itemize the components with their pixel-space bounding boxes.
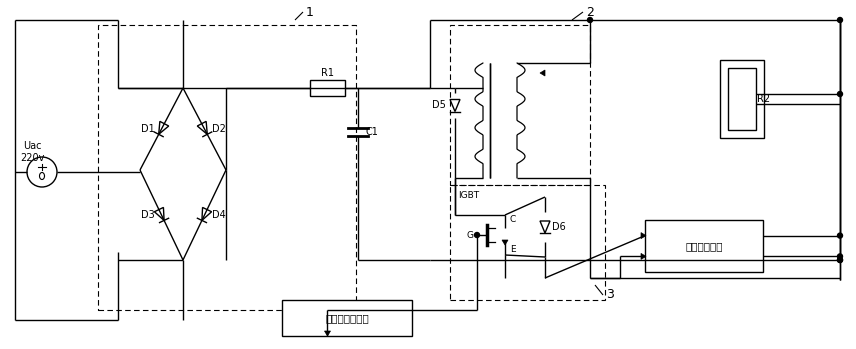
Polygon shape [641, 253, 646, 259]
Text: Uac
220v: Uac 220v [20, 141, 45, 163]
Circle shape [837, 91, 842, 97]
Bar [310, 80, 345, 96]
Bar [728, 68, 756, 130]
Polygon shape [154, 207, 164, 221]
Text: D3: D3 [140, 210, 154, 220]
Text: D6: D6 [552, 222, 566, 232]
Bar [450, 185, 605, 300]
Bar [282, 300, 412, 336]
Text: D1: D1 [140, 124, 154, 134]
Polygon shape [641, 232, 646, 239]
Polygon shape [450, 99, 460, 111]
Text: E: E [510, 245, 516, 254]
Text: D2: D2 [211, 124, 225, 134]
Text: D5: D5 [432, 101, 446, 111]
Bar [450, 25, 590, 185]
Text: R2: R2 [758, 94, 770, 104]
Polygon shape [158, 121, 169, 134]
Text: D4: D4 [211, 210, 225, 220]
Text: IGBT: IGBT [458, 191, 479, 200]
Bar [645, 220, 763, 272]
Polygon shape [324, 331, 330, 336]
Polygon shape [197, 121, 207, 134]
Circle shape [837, 233, 842, 238]
Text: 1: 1 [306, 6, 314, 18]
Circle shape [837, 258, 842, 262]
Text: G: G [467, 230, 473, 239]
Polygon shape [502, 240, 508, 245]
Bar [720, 60, 764, 138]
Polygon shape [202, 207, 211, 221]
Polygon shape [540, 70, 545, 76]
Text: C1: C1 [366, 127, 378, 137]
Text: 3: 3 [606, 289, 614, 302]
Circle shape [837, 254, 842, 259]
Text: 2: 2 [586, 6, 594, 18]
Circle shape [837, 258, 842, 262]
Text: R1: R1 [321, 68, 334, 78]
Circle shape [837, 17, 842, 22]
Text: 单片机控制电路: 单片机控制电路 [325, 313, 369, 323]
Text: 脉冲延时电路: 脉冲延时电路 [686, 241, 722, 251]
Polygon shape [540, 221, 550, 233]
Circle shape [474, 232, 479, 238]
Circle shape [587, 17, 592, 22]
Bar [98, 25, 356, 310]
Text: C: C [510, 215, 516, 224]
